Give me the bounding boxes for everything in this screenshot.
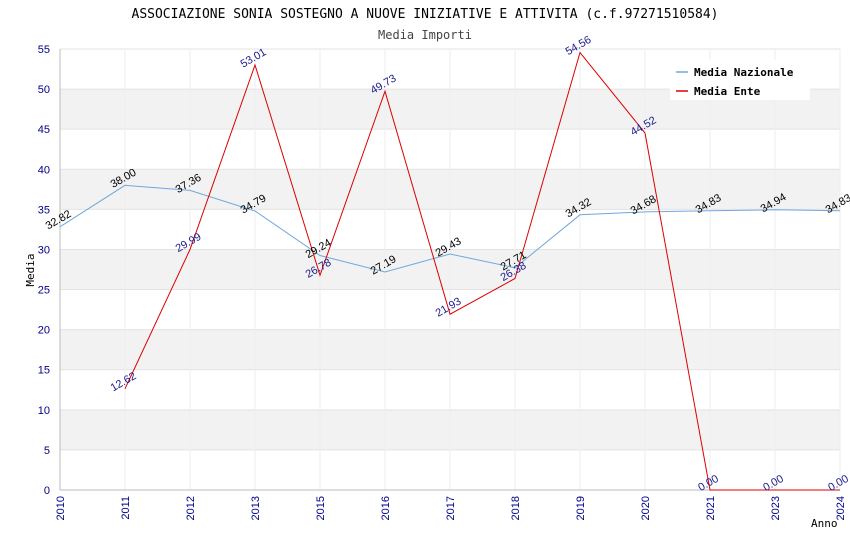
y-tick-label: 30 [38, 244, 50, 256]
y-tick-label: 10 [38, 405, 50, 417]
chart-subtitle: Media Importi [378, 28, 472, 42]
y-tick-label: 40 [38, 164, 50, 176]
x-tick-label: 2013 [250, 496, 262, 520]
chart-title: ASSOCIAZIONE SONIA SOSTEGNO A NUOVE INIZ… [132, 7, 719, 22]
y-tick-label: 15 [38, 365, 50, 377]
data-label: 54.56 [564, 34, 594, 58]
legend: Media Nazionale Media Ente [670, 60, 810, 100]
x-tick-label: 2010 [55, 496, 67, 520]
x-tick-label: 2021 [705, 496, 717, 520]
x-tick-label: 2015 [315, 496, 327, 520]
y-axis-ticks: 0 5 10 15 20 25 30 35 40 45 50 55 [38, 44, 50, 497]
series-lines [59, 51, 841, 491]
legend-box [670, 60, 810, 100]
x-axis-ticks: 2010 2011 2012 2013 2015 2016 2017 2018 2019 2020… [55, 496, 847, 520]
x-tick-label: 2023 [770, 496, 782, 520]
y-axis-label: Media [24, 253, 37, 286]
x-tick-label: 2011 [120, 496, 132, 520]
series-line-0 [59, 184, 841, 273]
legend-label: Media Nazionale [694, 66, 794, 79]
x-tick-label: 2012 [185, 496, 197, 520]
x-tick-label: 2017 [445, 496, 457, 520]
data-label: 0.00 [761, 473, 786, 494]
legend-label: Media Ente [694, 85, 761, 98]
y-tick-label: 5 [44, 445, 50, 457]
y-tick-label: 50 [38, 84, 50, 96]
x-tick-label: 2020 [640, 496, 652, 520]
data-label: 21.93 [434, 295, 464, 319]
y-tick-label: 35 [38, 204, 50, 216]
series-line-1 [124, 51, 840, 491]
data-label: 53.01 [239, 46, 269, 70]
data-label: 0.00 [696, 473, 721, 494]
x-tick-label: 2019 [575, 496, 587, 520]
x-axis-label: Anno [811, 517, 838, 530]
y-tick-label: 55 [38, 44, 50, 56]
y-tick-label: 20 [38, 325, 50, 337]
data-label: 12.62 [109, 370, 139, 394]
x-tick-label: 2024 [835, 496, 847, 520]
data-label: 0.00 [826, 473, 850, 494]
grid-lines [59, 48, 841, 491]
y-tick-label: 45 [38, 124, 50, 136]
x-tick-label: 2018 [510, 496, 522, 520]
y-tick-label: 25 [38, 285, 50, 297]
x-tick-label: 2016 [380, 496, 392, 520]
y-tick-label: 0 [44, 485, 50, 497]
